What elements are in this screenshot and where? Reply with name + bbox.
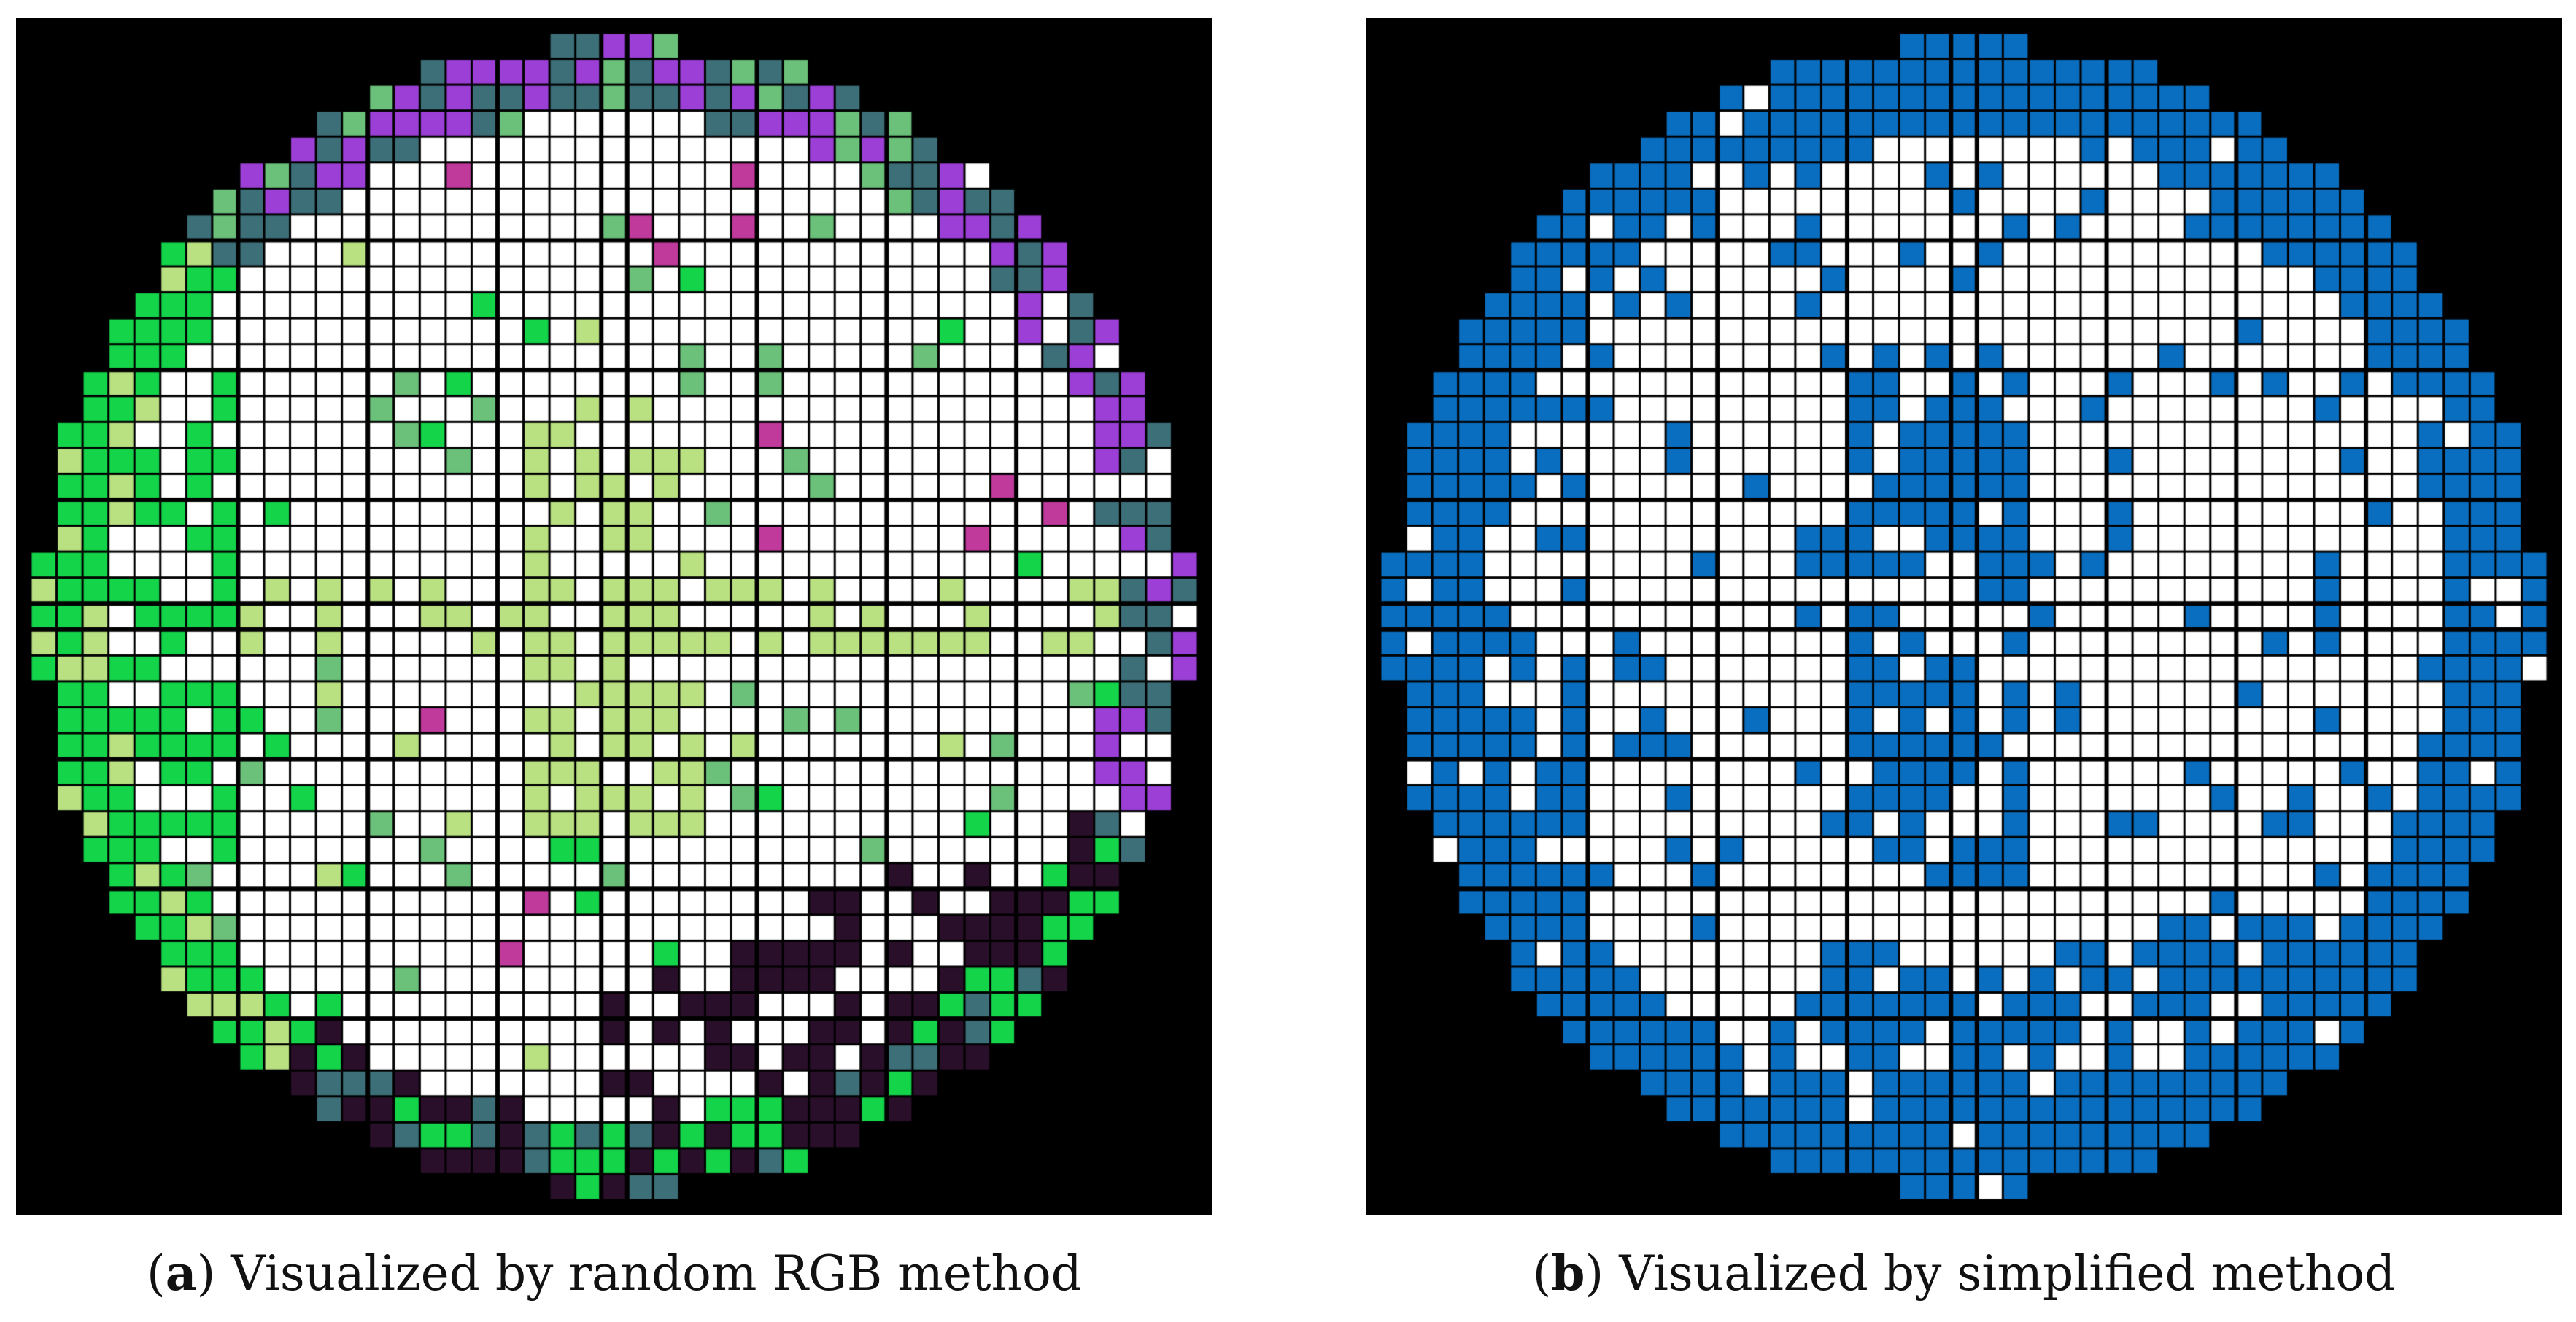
wafer-die-grid-b [1366,18,2562,1215]
panel-b: (b) Visualized by simplified method [1366,0,2576,1322]
caption-b-label: b [1551,1245,1585,1302]
caption-b: (b) Visualized by simplified method [1532,1245,2396,1302]
panel-a: (a) Visualized by random RGB method [16,0,1227,1322]
caption-b-text: Visualized by simplified method [1619,1245,2396,1302]
caption-a-text: Visualized by random RGB method [231,1245,1082,1302]
wafer-die-grid-a [16,18,1212,1215]
caption-a-label: a [165,1245,197,1302]
wafer-map-simplified [1366,18,2562,1215]
caption-a: (a) Visualized by random RGB method [147,1245,1082,1302]
wafer-map-random-rgb [16,18,1212,1215]
